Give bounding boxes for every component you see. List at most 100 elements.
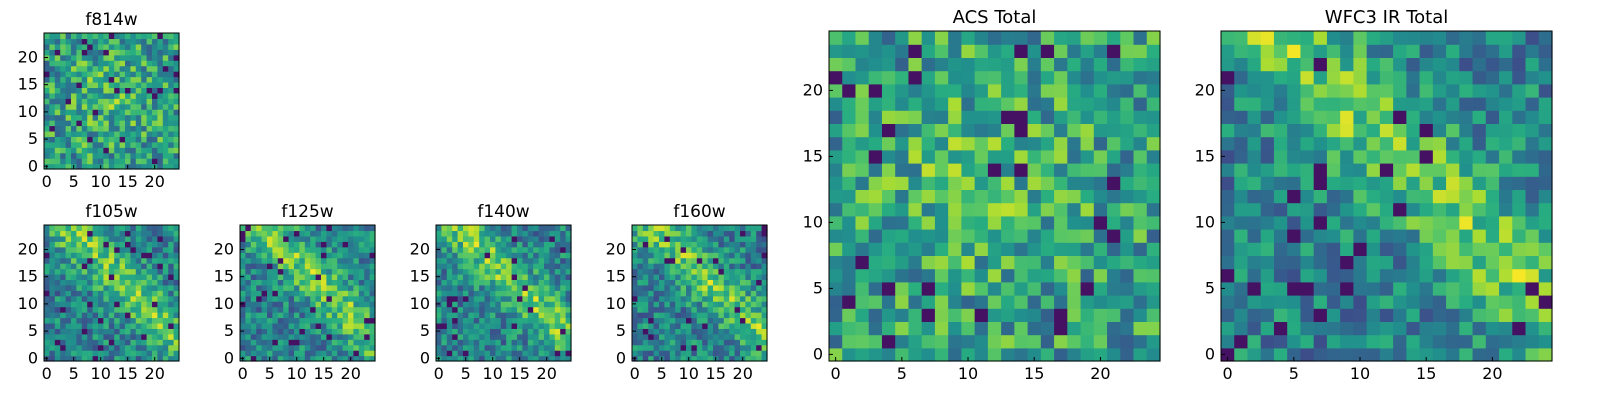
heatmap-cell	[554, 241, 561, 248]
heatmap-cell	[1538, 31, 1553, 45]
heatmap-cell	[256, 328, 263, 335]
heatmap-cell	[750, 252, 757, 259]
heatmap-cell	[358, 301, 365, 308]
heatmap-cell	[358, 344, 365, 351]
heatmap-cell	[1027, 57, 1042, 72]
heatmap-cell	[974, 215, 989, 230]
heatmap-cell	[527, 246, 534, 253]
heatmap-cell	[1093, 202, 1108, 217]
heatmap-cell	[1146, 321, 1161, 336]
heatmap-cell	[718, 339, 725, 346]
heatmap-cell	[353, 235, 360, 242]
heatmap-cell	[934, 215, 949, 230]
heatmap-cell	[152, 114, 158, 121]
heatmap-cell	[173, 284, 180, 291]
heatmap-cell	[1040, 97, 1055, 111]
heatmap-cell	[49, 141, 56, 148]
heatmap-cell	[1459, 202, 1474, 217]
heatmap-cell	[173, 54, 180, 61]
heatmap-cell	[506, 317, 513, 324]
heatmap-cell	[304, 339, 311, 346]
heatmap-cell	[1512, 308, 1527, 322]
heatmap-cell	[533, 263, 540, 270]
heatmap-cell	[173, 312, 180, 319]
heatmap-cell	[92, 98, 99, 105]
heatmap-cell	[331, 350, 338, 357]
heatmap-cell	[108, 225, 115, 232]
heatmap-cell	[669, 252, 676, 259]
heatmap-cell	[1133, 123, 1148, 138]
heatmap-cell	[642, 328, 649, 335]
heatmap-cell	[49, 295, 56, 302]
heatmap-cell	[948, 321, 962, 336]
heatmap-cell	[527, 339, 534, 346]
heatmap-cell	[653, 290, 660, 297]
heatmap-cell	[65, 328, 72, 335]
heatmap-cell	[98, 273, 104, 280]
heatmap-cell	[315, 339, 322, 346]
heatmap-cell	[1485, 189, 1500, 204]
heatmap-cell	[659, 284, 665, 291]
heatmap-cell	[44, 344, 50, 351]
heatmap-cell	[1419, 70, 1434, 85]
heatmap-cell	[691, 317, 698, 324]
heatmap-cell	[65, 295, 72, 302]
heatmap-cell	[756, 350, 763, 357]
heatmap-cell	[125, 54, 131, 61]
x-tick-label: 0	[42, 364, 52, 383]
heatmap-cell	[1419, 215, 1434, 230]
heatmap-cell	[473, 279, 480, 286]
heatmap-cell	[54, 130, 61, 137]
heatmap-cell	[1472, 242, 1487, 256]
heatmap-cell	[527, 322, 534, 329]
heatmap-cell	[65, 130, 72, 137]
heatmap-cell	[934, 295, 949, 309]
heatmap-cell	[761, 339, 768, 346]
heatmap-cell	[125, 87, 131, 94]
heatmap-cell	[348, 241, 354, 248]
heatmap-cell	[310, 290, 317, 297]
heatmap-cell	[745, 257, 752, 264]
heatmap-cell	[517, 235, 523, 242]
heatmap-cell	[135, 158, 142, 165]
heatmap-cell	[961, 255, 976, 270]
heatmap-cell	[125, 65, 131, 72]
heatmap-cell	[1221, 268, 1235, 283]
heatmap-cell	[895, 347, 910, 362]
heatmap-cell	[452, 257, 459, 264]
heatmap-cell	[1120, 136, 1135, 151]
heatmap-cell	[81, 38, 88, 45]
heatmap-cell	[60, 43, 67, 50]
heatmap-cell	[713, 284, 719, 291]
heatmap-cell	[436, 257, 442, 264]
heatmap-cell	[707, 230, 714, 237]
heatmap-cell	[348, 312, 354, 319]
heatmap-cell	[1054, 321, 1068, 336]
heatmap-cell	[1499, 255, 1513, 270]
x-tick-label: 0	[1223, 364, 1233, 383]
heatmap-cell	[495, 290, 502, 297]
heatmap-cell	[895, 215, 910, 230]
heatmap-cell	[511, 344, 518, 351]
heatmap-cell	[436, 344, 442, 351]
heatmap-cell	[669, 230, 676, 237]
heatmap-cell	[653, 252, 660, 259]
heatmap-cell	[1538, 202, 1553, 217]
heatmap-cell	[522, 235, 529, 242]
heatmap-cell	[1027, 110, 1042, 124]
heatmap-cell	[1287, 347, 1302, 362]
heatmap-cell	[108, 130, 115, 137]
heatmap-cell	[637, 317, 644, 324]
heatmap-cell	[103, 252, 110, 259]
heatmap-cell	[895, 229, 910, 243]
heatmap-cell	[1366, 44, 1381, 58]
heatmap-cell	[522, 339, 529, 346]
heatmap-cell	[664, 312, 671, 319]
heatmap-cell	[135, 225, 142, 232]
heatmap-cell	[1300, 31, 1315, 45]
heatmap-cell	[686, 268, 692, 275]
heatmap-cell	[245, 263, 252, 270]
heatmap-cell	[881, 255, 896, 270]
heatmap-cell	[441, 350, 448, 357]
